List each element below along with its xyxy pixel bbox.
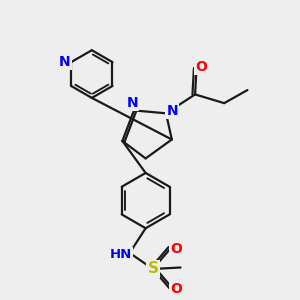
Text: N: N [127, 96, 138, 110]
Text: O: O [170, 242, 182, 256]
Text: O: O [195, 60, 207, 74]
Text: N: N [167, 104, 178, 118]
Text: S: S [147, 262, 158, 277]
Text: N: N [59, 55, 70, 69]
Text: HN: HN [110, 248, 132, 261]
Text: O: O [170, 282, 182, 296]
